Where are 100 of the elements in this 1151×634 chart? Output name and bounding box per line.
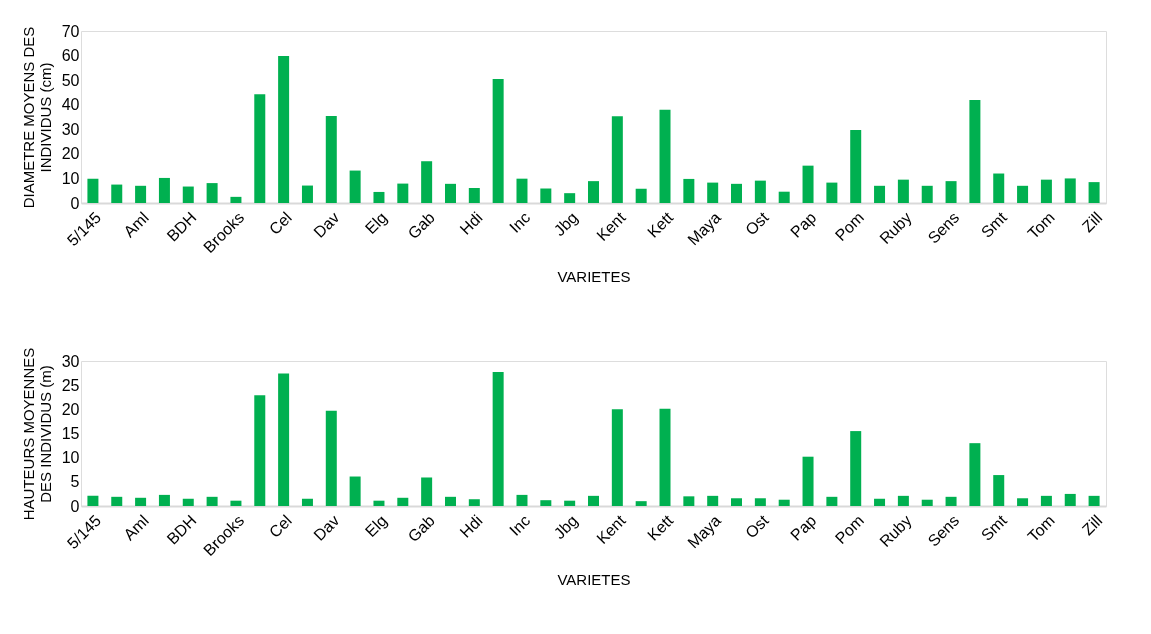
bar — [588, 495, 599, 506]
y-tick-label: 0 — [70, 194, 80, 212]
bar — [182, 186, 194, 203]
bar — [635, 188, 647, 203]
x-tick-label: Kett — [644, 511, 677, 544]
bar — [588, 181, 599, 203]
x-tick-label: Zill — [1078, 208, 1106, 236]
bar — [969, 100, 981, 203]
x-axis-title: VARIETES — [557, 571, 631, 589]
y-tick-label: 15 — [61, 425, 80, 442]
y-tick-label: 70 — [61, 22, 80, 40]
bar — [945, 496, 957, 506]
bar — [349, 170, 361, 203]
x-tick-label: Tom — [1024, 208, 1058, 243]
bar — [874, 185, 886, 203]
bar — [373, 191, 385, 203]
bar — [1017, 185, 1029, 203]
bar — [1040, 179, 1052, 203]
x-tick-label: Smt — [977, 208, 1011, 241]
y-tick-label: 30 — [61, 120, 80, 138]
bar — [254, 94, 266, 203]
bar — [230, 196, 242, 203]
bar — [969, 443, 981, 506]
x-tick-label: Tom — [1024, 511, 1058, 546]
bar — [1040, 495, 1052, 506]
x-tick-label: Elg — [361, 511, 391, 541]
bar — [921, 499, 933, 506]
bar — [707, 495, 719, 506]
y-tick-label: 0 — [70, 497, 80, 515]
y-tick-label: 20 — [61, 400, 80, 418]
bar — [993, 173, 1005, 203]
bar — [778, 499, 790, 506]
x-tick-label: Aml — [120, 511, 152, 544]
bar — [540, 188, 552, 203]
bar — [444, 496, 456, 506]
bar — [826, 182, 838, 203]
bar — [158, 494, 170, 506]
bar — [683, 496, 695, 506]
bar — [206, 496, 218, 506]
bar — [158, 177, 170, 203]
bar — [421, 161, 433, 203]
bar — [802, 165, 814, 203]
bar — [683, 178, 695, 203]
bar — [778, 191, 790, 203]
bar — [325, 116, 337, 203]
bar — [540, 500, 552, 506]
bar — [444, 183, 456, 203]
bar — [850, 431, 862, 506]
bar — [373, 500, 385, 506]
bar — [659, 109, 671, 203]
bar — [564, 193, 576, 203]
bar — [874, 498, 886, 506]
bar — [897, 179, 909, 203]
x-tick-label: Ost — [742, 208, 773, 239]
bar — [1088, 495, 1100, 506]
bar — [492, 78, 504, 203]
bar — [492, 372, 504, 506]
bar — [802, 456, 814, 506]
x-tick-label: Dav — [310, 208, 343, 241]
x-tick-label: Jbg — [550, 208, 581, 240]
bar — [635, 501, 647, 506]
bar — [921, 185, 933, 203]
bar — [230, 500, 242, 506]
bar — [468, 188, 480, 203]
bar — [897, 495, 909, 506]
y-tick-label: 5 — [70, 473, 80, 491]
bar — [87, 178, 99, 203]
x-tick-label: Jbg — [550, 511, 581, 543]
x-tick-label: Smt — [977, 511, 1011, 544]
x-tick-label: Inc — [506, 511, 534, 539]
bar — [206, 183, 218, 203]
bar — [1088, 182, 1100, 203]
x-tick-label: Gab — [404, 208, 439, 243]
x-tick-label: Kett — [644, 208, 677, 241]
x-tick-label: Elg — [361, 208, 391, 238]
x-tick-label: Pap — [787, 208, 820, 241]
bar — [564, 500, 576, 506]
bar — [397, 497, 409, 506]
x-tick-label: Gab — [404, 511, 439, 546]
bar — [754, 180, 766, 203]
x-axis-title: VARIETES — [557, 268, 631, 286]
bar — [278, 373, 290, 506]
bar — [182, 498, 194, 506]
bar — [135, 185, 147, 203]
bar — [754, 498, 766, 506]
bar — [111, 496, 123, 506]
bar — [707, 182, 719, 203]
bar — [421, 477, 433, 506]
bar — [850, 130, 862, 203]
bar — [135, 497, 147, 506]
x-tick-label: Ost — [742, 511, 773, 542]
bar — [1064, 178, 1076, 203]
x-tick-label: Cel — [265, 511, 295, 541]
bar — [945, 181, 957, 203]
x-tick-label: Pom — [831, 511, 868, 548]
x-tick-label: Pap — [787, 511, 820, 544]
bar — [301, 498, 313, 506]
y-tick-label: 40 — [61, 96, 80, 114]
y-axis-title: HAUTEURS MOYENNES DES INDIVIDUS (m) — [19, 347, 54, 521]
bar — [611, 116, 623, 203]
